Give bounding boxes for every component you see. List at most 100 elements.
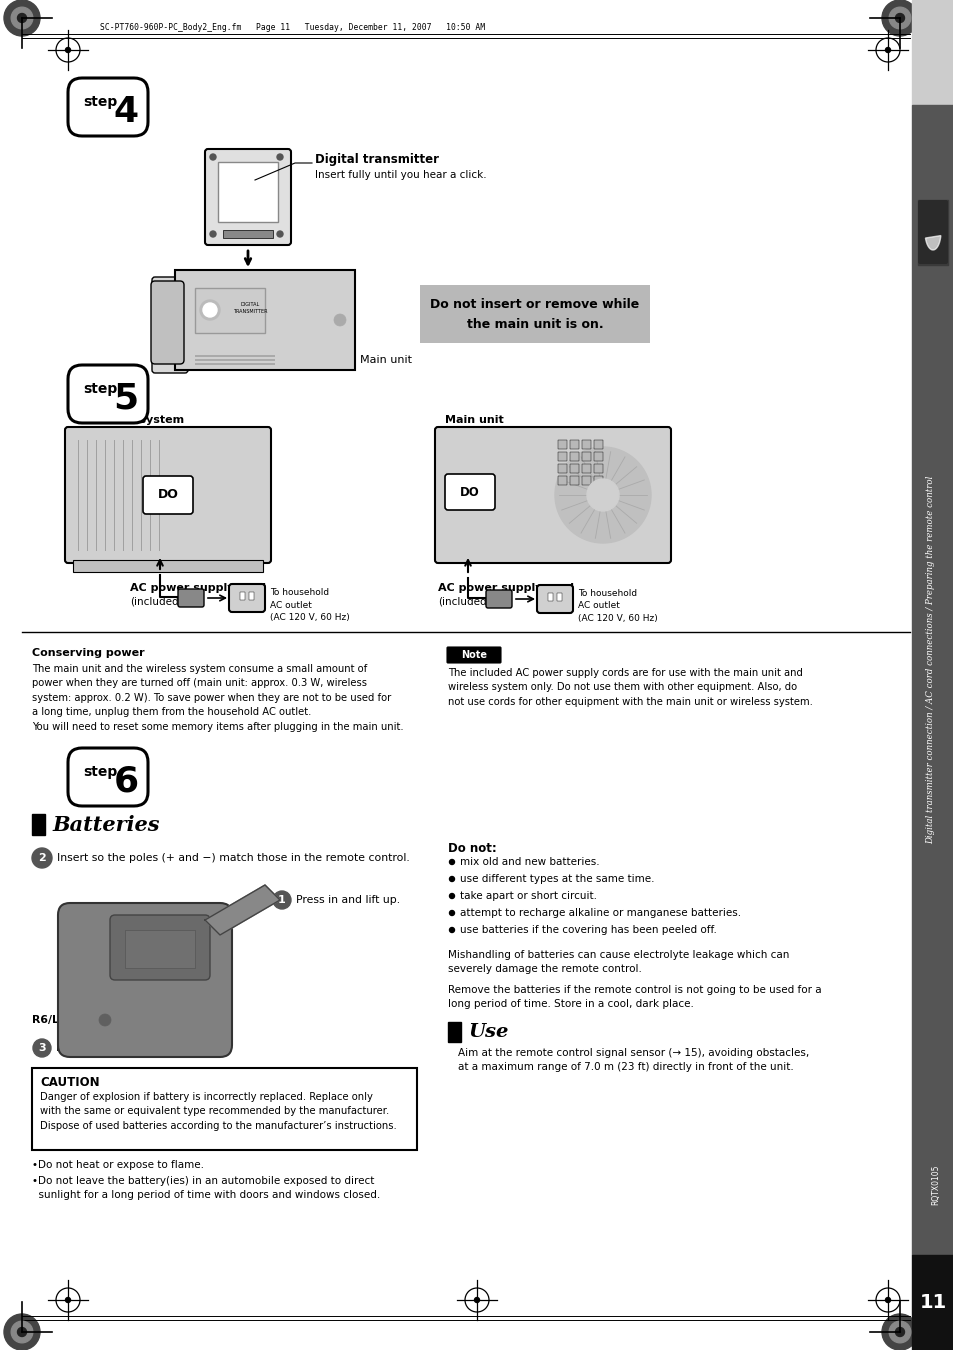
Text: DO: DO [157, 489, 178, 501]
FancyBboxPatch shape [205, 148, 291, 244]
Text: •Do not leave the battery(ies) in an automobile exposed to direct: •Do not leave the battery(ies) in an aut… [32, 1176, 374, 1187]
Bar [558, 440, 566, 450]
FancyBboxPatch shape [537, 585, 573, 613]
Text: Aim at the remote control signal sensor (→ 15), avoiding obstacles,
at a maximum: Aim at the remote control signal sensor … [457, 1048, 808, 1072]
Bar [249, 593, 253, 599]
Circle shape [210, 154, 215, 161]
Bar [547, 593, 553, 601]
Circle shape [4, 1314, 40, 1350]
Circle shape [210, 231, 215, 238]
Text: 4: 4 [113, 95, 138, 128]
Bar [558, 452, 566, 460]
Text: (included): (included) [437, 597, 490, 608]
FancyBboxPatch shape [435, 427, 670, 563]
Bar [594, 464, 602, 472]
Text: Press in and lift up.: Press in and lift up. [295, 895, 399, 905]
Bar [32, 1068, 416, 1150]
Text: 6: 6 [113, 764, 138, 799]
Circle shape [4, 0, 40, 36]
Circle shape [449, 927, 454, 933]
Bar [581, 477, 590, 485]
Circle shape [449, 894, 454, 899]
Text: step: step [83, 382, 117, 397]
Bar [569, 440, 578, 450]
Text: 3: 3 [38, 1044, 46, 1053]
Circle shape [449, 860, 454, 864]
Bar [223, 230, 273, 238]
FancyBboxPatch shape [68, 364, 148, 423]
FancyBboxPatch shape [65, 427, 271, 563]
Bar [174, 270, 355, 370]
Text: Digital transmitter connection / AC cord connections / Preparing the remote cont: Digital transmitter connection / AC cord… [925, 475, 935, 844]
Bar [73, 560, 263, 572]
Text: 2: 2 [38, 853, 46, 863]
Bar [594, 452, 602, 460]
Text: Batteries: Batteries [52, 815, 159, 836]
Text: Mishandling of batteries can cause electrolyte leakage which can
severely damage: Mishandling of batteries can cause elect… [448, 950, 788, 975]
Circle shape [11, 7, 32, 28]
Circle shape [586, 479, 618, 512]
Text: R6/LR6, AA: R6/LR6, AA [32, 1015, 99, 1025]
Text: AC power supply cord: AC power supply cord [437, 583, 574, 593]
Text: The main unit and the wireless system consume a small amount of
power when they : The main unit and the wireless system co… [32, 664, 403, 732]
Bar [558, 464, 566, 472]
Text: Replace the cover.: Replace the cover. [56, 1044, 156, 1053]
Text: Conserving power: Conserving power [32, 648, 145, 657]
Bar [581, 464, 590, 472]
Text: sunlight for a long period of time with doors and windows closed.: sunlight for a long period of time with … [32, 1189, 380, 1200]
Text: (included): (included) [130, 597, 182, 608]
Bar [581, 452, 590, 460]
FancyBboxPatch shape [447, 647, 500, 663]
Circle shape [882, 0, 917, 36]
Circle shape [884, 47, 889, 53]
Text: Do not:: Do not: [448, 842, 497, 855]
Text: attempt to recharge alkaline or manganese batteries.: attempt to recharge alkaline or manganes… [459, 909, 740, 918]
Circle shape [884, 1297, 889, 1303]
Circle shape [200, 300, 220, 320]
Text: Main unit: Main unit [359, 355, 412, 364]
Text: To household
AC outlet
(AC 120 V, 60 Hz): To household AC outlet (AC 120 V, 60 Hz) [578, 589, 657, 622]
Bar [569, 452, 578, 460]
Bar [194, 355, 274, 356]
FancyBboxPatch shape [485, 590, 512, 608]
Text: mix old and new batteries.: mix old and new batteries. [459, 857, 599, 867]
Text: SC-PT760-960P-PC_Body2_Eng.fm   Page 11   Tuesday, December 11, 2007   10:50 AM: SC-PT760-960P-PC_Body2_Eng.fm Page 11 Tu… [100, 23, 485, 31]
Bar [911, 1256, 953, 1350]
Circle shape [888, 7, 910, 28]
Bar [194, 359, 274, 360]
Circle shape [17, 1327, 27, 1336]
FancyBboxPatch shape [917, 200, 947, 265]
Text: RQTX0105: RQTX0105 [930, 1165, 940, 1206]
Polygon shape [924, 236, 940, 250]
Text: use batteries if the covering has been peeled off.: use batteries if the covering has been p… [459, 925, 716, 936]
Circle shape [276, 231, 283, 238]
Text: Insert fully until you hear a click.: Insert fully until you hear a click. [314, 170, 486, 180]
Text: Use: Use [468, 1023, 508, 1041]
Circle shape [66, 47, 71, 53]
Text: Danger of explosion if battery is incorrectly replaced. Replace only
with the sa: Danger of explosion if battery is incorr… [40, 1092, 396, 1131]
Text: 11: 11 [919, 1292, 945, 1311]
Text: Digital transmitter: Digital transmitter [314, 154, 438, 166]
Text: step: step [83, 96, 117, 109]
Text: To household
AC outlet
(AC 120 V, 60 Hz): To household AC outlet (AC 120 V, 60 Hz) [270, 589, 350, 622]
Circle shape [66, 1297, 71, 1303]
Text: AC power supply cord: AC power supply cord [130, 583, 266, 593]
FancyBboxPatch shape [110, 915, 210, 980]
Text: Do not insert or remove while
the main unit is on.: Do not insert or remove while the main u… [430, 297, 639, 331]
Bar [569, 477, 578, 485]
Bar [594, 440, 602, 450]
FancyBboxPatch shape [229, 585, 265, 612]
FancyBboxPatch shape [151, 281, 184, 365]
Text: CAUTION: CAUTION [40, 1076, 99, 1089]
Bar [569, 464, 578, 472]
Bar [194, 363, 274, 365]
Text: The included AC power supply cords are for use with the main unit and
wireless s: The included AC power supply cords are f… [448, 668, 812, 707]
Bar [448, 1022, 460, 1042]
Circle shape [11, 1322, 32, 1343]
Bar [558, 477, 566, 485]
Bar [911, 0, 953, 105]
Circle shape [99, 1014, 111, 1026]
Bar [581, 440, 590, 450]
Text: 1: 1 [278, 895, 286, 905]
Circle shape [17, 14, 27, 23]
